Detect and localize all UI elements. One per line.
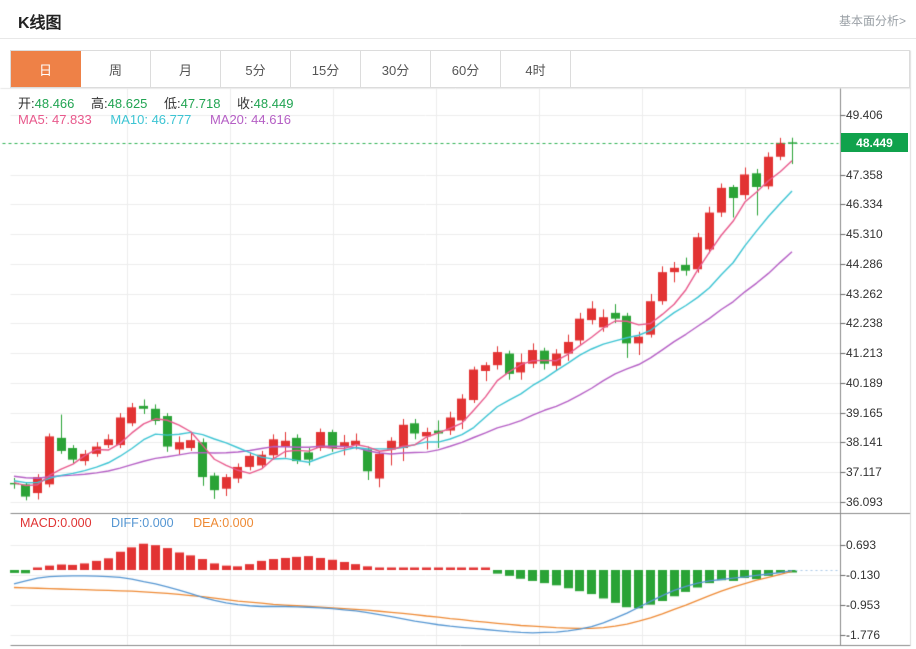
tab-month[interactable]: 月 bbox=[151, 51, 221, 87]
period-tab-bar: 日 周 月 5分 15分 30分 60分 4时 bbox=[10, 50, 910, 88]
main-y-axis-label: 41.213 bbox=[846, 346, 883, 360]
page-header: K线图 基本面分析> bbox=[0, 0, 916, 38]
fundamental-analysis-link[interactable]: 基本面分析> bbox=[838, 14, 906, 28]
diff-value: 0.000 bbox=[142, 516, 174, 530]
close-label: 收: bbox=[237, 96, 254, 111]
page-title: K线图 bbox=[18, 15, 62, 32]
main-y-axis-label: 46.334 bbox=[846, 197, 883, 211]
open-label: 开: bbox=[18, 96, 35, 111]
ma-readout: MA5: 47.833 MA10: 46.777 MA20: 44.616 bbox=[18, 112, 306, 127]
macd-readout: MACD:0.000 DIFF:0.000 DEA:0.000 bbox=[20, 516, 270, 530]
macd-value: 0.000 bbox=[60, 516, 92, 530]
macd-y-axis-label: -1.776 bbox=[846, 628, 881, 642]
macd-y-axis-label: -0.130 bbox=[846, 568, 881, 582]
diff-label: DIFF: bbox=[111, 516, 143, 530]
main-y-axis-label: 49.406 bbox=[846, 108, 883, 122]
tab-30min[interactable]: 30分 bbox=[361, 51, 431, 87]
tab-4hour[interactable]: 4时 bbox=[501, 51, 571, 87]
open-value: 48.466 bbox=[34, 96, 75, 111]
main-y-axis-label: 37.117 bbox=[846, 465, 882, 479]
tab-15min[interactable]: 15分 bbox=[291, 51, 361, 87]
main-y-axis-label: 40.189 bbox=[846, 376, 883, 390]
main-y-axis-label: 45.310 bbox=[846, 227, 883, 241]
main-y-axis-label: 42.238 bbox=[846, 316, 883, 330]
main-y-axis-label: 36.093 bbox=[846, 495, 883, 509]
main-y-axis-label: 43.262 bbox=[846, 287, 883, 301]
low-value: 47.718 bbox=[180, 96, 221, 111]
dea-label: DEA: bbox=[193, 516, 223, 530]
macd-y-axis-label: -0.953 bbox=[846, 598, 881, 612]
macd-y-axis-label: 0.693 bbox=[846, 538, 877, 552]
main-y-axis-label: 47.358 bbox=[846, 168, 883, 182]
ma20-label: MA20: bbox=[209, 112, 248, 127]
tab-bar-filler bbox=[571, 51, 909, 87]
low-label: 低: bbox=[164, 96, 181, 111]
ma5-label: MA5: bbox=[18, 112, 49, 127]
ohlc-readout: 开:48.466 高:48.625 低:47.718 收:48.449 bbox=[18, 93, 306, 112]
current-price-badge: 48.449 bbox=[841, 133, 908, 152]
tab-day[interactable]: 日 bbox=[11, 51, 81, 87]
macd-label: MACD: bbox=[20, 516, 61, 530]
ma20-value: 44.616 bbox=[251, 112, 291, 127]
high-label: 高: bbox=[91, 96, 108, 111]
high-value: 48.625 bbox=[107, 96, 148, 111]
main-y-axis-label: 44.286 bbox=[846, 257, 883, 271]
main-y-axis-label: 38.141 bbox=[846, 435, 883, 449]
ma10-value: 46.777 bbox=[151, 112, 192, 127]
main-y-axis-label: 39.165 bbox=[846, 406, 883, 420]
tab-5min[interactable]: 5分 bbox=[221, 51, 291, 87]
close-value: 48.449 bbox=[253, 96, 294, 111]
ma5-value: 47.833 bbox=[51, 112, 92, 127]
tab-60min[interactable]: 60分 bbox=[431, 51, 501, 87]
dea-value: 0.000 bbox=[222, 516, 254, 530]
ma10-label: MA10: bbox=[110, 112, 148, 127]
tab-week[interactable]: 周 bbox=[81, 51, 151, 87]
